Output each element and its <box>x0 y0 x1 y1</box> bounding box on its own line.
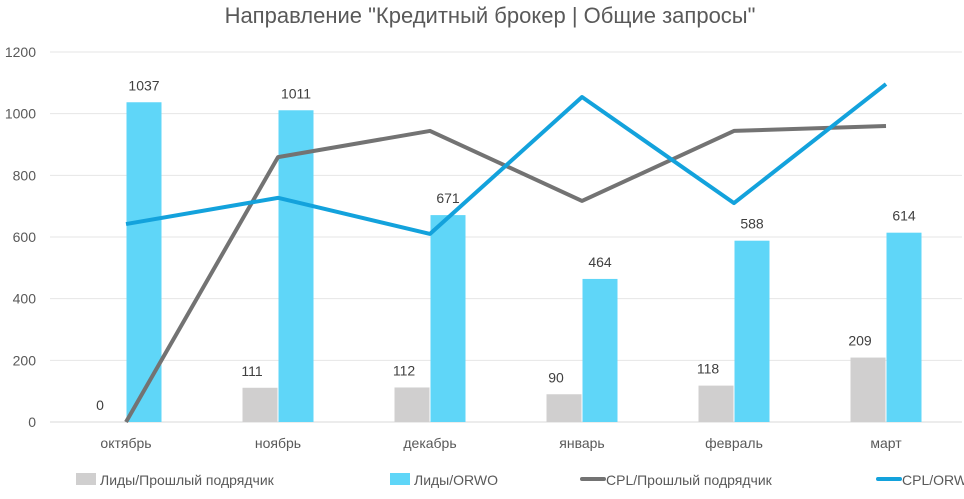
bar <box>395 387 430 422</box>
bar <box>583 279 618 422</box>
data-label: 111 <box>241 363 262 379</box>
legend-swatch <box>390 473 410 485</box>
x-tick-label: январь <box>559 435 604 451</box>
series-line <box>126 84 886 234</box>
bar <box>547 394 582 422</box>
y-tick-label: 1200 <box>5 44 36 60</box>
y-tick-label: 800 <box>13 167 37 183</box>
legend-label: CPL/ORWO <box>902 472 964 488</box>
legend-swatch <box>76 473 96 485</box>
data-label: 90 <box>548 369 564 385</box>
data-label: 209 <box>848 333 872 349</box>
y-tick-label: 0 <box>28 414 36 430</box>
data-label: 118 <box>697 361 720 377</box>
data-label: 1037 <box>128 77 159 93</box>
x-tick-label: октябрь <box>100 435 151 451</box>
legend-label: Лиды/ORWO <box>414 472 498 488</box>
data-label: 112 <box>393 362 416 378</box>
bar <box>735 241 770 422</box>
bar <box>699 386 734 422</box>
bar <box>851 358 886 422</box>
data-label: 0 <box>96 397 104 413</box>
bar <box>127 102 162 422</box>
data-label: 464 <box>588 254 612 270</box>
bar <box>887 233 922 422</box>
x-tick-label: март <box>870 435 902 451</box>
data-label: 1011 <box>281 85 311 101</box>
bar <box>243 388 278 422</box>
bar <box>431 215 466 422</box>
y-tick-label: 600 <box>13 229 37 245</box>
data-label: 588 <box>740 216 764 232</box>
x-tick-label: декабрь <box>403 435 456 451</box>
series-line <box>126 126 886 422</box>
legend-label: CPL/Прошлый подрядчик <box>606 472 773 488</box>
y-tick-label: 400 <box>13 291 37 307</box>
chart-title: Направление "Кредитный брокер | Общие за… <box>225 3 756 28</box>
data-label: 671 <box>436 190 460 206</box>
y-tick-label: 1000 <box>5 106 36 122</box>
legend-label: Лиды/Прошлый подрядчик <box>100 472 275 488</box>
x-tick-label: февраль <box>705 435 763 451</box>
x-tick-label: ноябрь <box>255 435 301 451</box>
data-label: 614 <box>892 208 916 224</box>
y-tick-label: 200 <box>13 352 37 368</box>
